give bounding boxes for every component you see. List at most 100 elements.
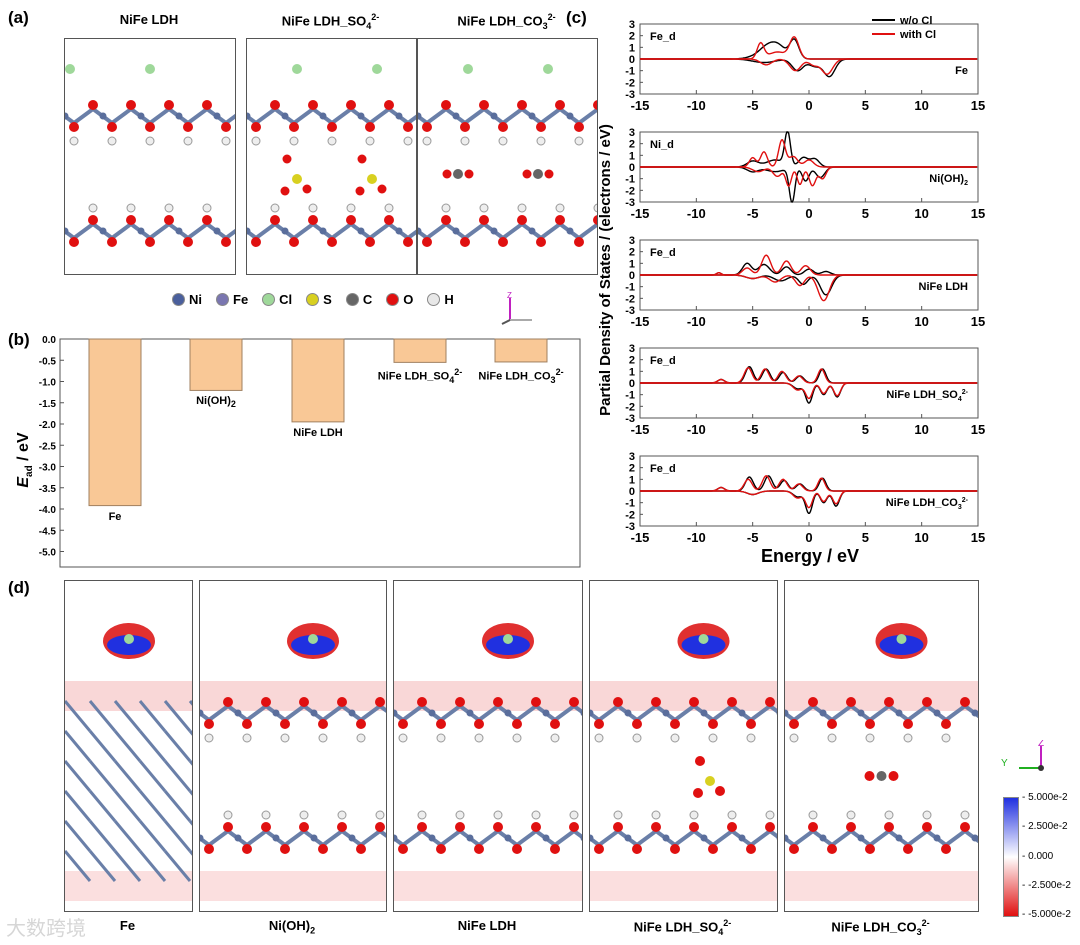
nickel-atom bbox=[542, 834, 550, 842]
y-tick-label: -1 bbox=[625, 174, 635, 186]
bond bbox=[245, 704, 268, 722]
oxygen-atom bbox=[493, 822, 503, 832]
nickel-atom bbox=[348, 834, 356, 842]
hydrogen-atom bbox=[922, 810, 932, 820]
carbon-atom bbox=[453, 169, 463, 179]
bond bbox=[254, 222, 277, 240]
dos-line-wo_up bbox=[640, 262, 978, 276]
oxygen-atom bbox=[327, 122, 337, 132]
nickel-atom bbox=[99, 227, 107, 235]
oxygen-atom bbox=[708, 844, 718, 854]
dos-line-w_dn bbox=[640, 58, 978, 75]
oxygen-atom bbox=[498, 237, 508, 247]
atom-color-icon bbox=[427, 293, 441, 306]
oxygen-atom bbox=[261, 822, 271, 832]
oxygen-atom bbox=[460, 237, 470, 247]
bar-category-label: Ni(OH)2 bbox=[196, 395, 236, 410]
x-tick-label: 15 bbox=[971, 314, 985, 329]
legend-label: with Cl bbox=[899, 29, 936, 41]
bond bbox=[292, 222, 315, 240]
bond bbox=[148, 222, 171, 240]
watermark: 大数跨境 bbox=[6, 918, 86, 940]
structure-title: NiFe LDH_CO32- bbox=[457, 12, 556, 31]
hydrogen-atom bbox=[164, 203, 174, 213]
bond bbox=[577, 222, 597, 240]
oxygen-atom bbox=[441, 215, 451, 225]
hydrogen-atom bbox=[299, 810, 309, 820]
carbon-atom bbox=[533, 169, 543, 179]
nickel-atom bbox=[310, 709, 318, 717]
bond bbox=[247, 113, 258, 125]
charge-density-label: Ni(OH)2 bbox=[268, 918, 316, 936]
y-tick-label: 3 bbox=[629, 343, 635, 355]
oxygen-atom bbox=[441, 100, 451, 110]
y-tick-label: 0 bbox=[629, 378, 635, 390]
oxygen-atom bbox=[365, 237, 375, 247]
oxygen-atom bbox=[223, 697, 233, 707]
panel-label-b: (b) bbox=[8, 330, 30, 349]
nickel-atom bbox=[281, 227, 289, 235]
legend-item-h: H bbox=[427, 292, 454, 307]
oxygen-atom bbox=[695, 756, 705, 766]
oxygen-atom bbox=[512, 719, 522, 729]
depletion-region bbox=[590, 871, 777, 901]
dos-line-w_dn bbox=[640, 274, 978, 302]
nickel-atom bbox=[624, 834, 632, 842]
oxygen-atom bbox=[251, 122, 261, 132]
z-axis-label: Z bbox=[1038, 740, 1044, 749]
fe-bond bbox=[138, 730, 167, 762]
bar-category-label: Fe bbox=[108, 510, 122, 523]
nickel-atom bbox=[319, 112, 327, 120]
hydrogen-atom bbox=[308, 203, 318, 213]
nickel-atom bbox=[200, 834, 204, 842]
y-tick-label: 1 bbox=[629, 150, 635, 162]
oxygen-atom bbox=[223, 822, 233, 832]
hydrogen-atom bbox=[808, 810, 818, 820]
bond bbox=[224, 113, 235, 125]
y-tick-label: -3 bbox=[625, 89, 635, 101]
axis-triad-icon: Z bbox=[501, 291, 532, 325]
oxygen-atom bbox=[183, 122, 193, 132]
nickel-atom bbox=[357, 227, 365, 235]
hydrogen-atom bbox=[746, 733, 756, 743]
oxygen-atom bbox=[422, 122, 432, 132]
oxygen-atom bbox=[460, 122, 470, 132]
oxygen-atom bbox=[765, 822, 775, 832]
y-tick-label: 3 bbox=[629, 19, 635, 31]
dos-line-wo_up bbox=[640, 475, 978, 492]
hydrogen-atom bbox=[204, 733, 214, 743]
fe-bond bbox=[65, 850, 92, 882]
nickel-atom bbox=[395, 227, 403, 235]
bond bbox=[283, 829, 306, 847]
bond bbox=[553, 704, 576, 722]
y-tick-label: 2 bbox=[629, 463, 635, 475]
bond bbox=[418, 113, 429, 125]
oxygen-atom bbox=[865, 719, 875, 729]
bond bbox=[906, 829, 929, 847]
oxygen-atom bbox=[555, 215, 565, 225]
bond bbox=[394, 710, 405, 722]
bar-0 bbox=[88, 338, 142, 507]
fe-bond bbox=[88, 790, 117, 822]
bond bbox=[785, 710, 796, 722]
x-axis-label: Energy / eV bbox=[761, 546, 859, 566]
nickel-atom bbox=[213, 112, 221, 120]
oxygen-atom bbox=[884, 822, 894, 832]
oxygen-atom bbox=[375, 697, 385, 707]
nickel-atom bbox=[504, 709, 512, 717]
colorbar-tick-label: - 2.500e-2 bbox=[1022, 821, 1068, 833]
fe-bond bbox=[163, 730, 192, 762]
nickel-atom bbox=[234, 709, 242, 717]
bar-category-label: NiFe LDH bbox=[293, 426, 343, 439]
hydrogen-atom bbox=[107, 136, 117, 146]
nickel-atom bbox=[310, 834, 318, 842]
oxygen-atom bbox=[357, 154, 367, 164]
oxygen-atom bbox=[727, 697, 737, 707]
x-tick-label: -15 bbox=[631, 206, 650, 221]
oxygen-atom bbox=[789, 844, 799, 854]
oxygen-atom bbox=[377, 184, 387, 194]
hydrogen-atom bbox=[221, 136, 231, 146]
fe-bond bbox=[163, 850, 192, 882]
nickel-atom bbox=[65, 112, 69, 120]
